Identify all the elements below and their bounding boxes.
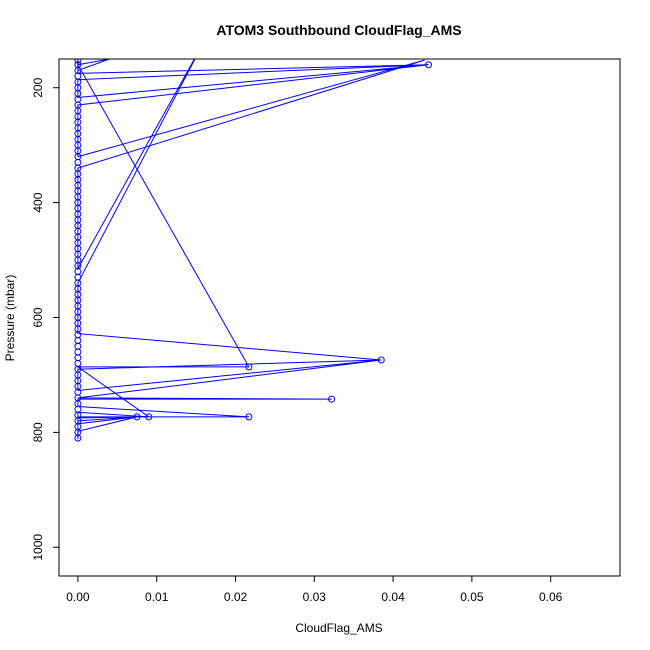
data-point	[328, 395, 336, 403]
y-axis-label: Pressure (mbar)	[3, 275, 17, 362]
y-tick-label: 1000	[31, 534, 45, 561]
data-point	[74, 434, 82, 442]
data-point	[245, 413, 253, 421]
data-point	[377, 356, 385, 364]
data-point	[145, 413, 153, 421]
x-axis: 0.00 0.01 0.02 0.03 0.04 0.05 0.06	[66, 575, 563, 604]
x-axis-label: CloudFlag_AMS	[295, 621, 382, 635]
data-point	[133, 413, 141, 421]
x-tick-label: 0.04	[381, 590, 405, 604]
y-tick-label: 200	[31, 77, 45, 97]
x-tick-label: 0.02	[224, 590, 248, 604]
y-tick-label: 800	[31, 422, 45, 442]
plot-area	[74, 59, 433, 442]
series-line	[77, 59, 429, 439]
data-point	[245, 363, 253, 371]
x-tick-label: 0.01	[145, 590, 169, 604]
y-tick-label: 600	[31, 307, 45, 327]
y-tick-label: 400	[31, 192, 45, 212]
data-point	[74, 59, 82, 64]
x-tick-label: 0.05	[460, 590, 484, 604]
data-point	[425, 61, 433, 69]
x-tick-label: 0.06	[539, 590, 563, 604]
plot-box	[58, 58, 621, 577]
x-tick-label: 0.00	[66, 590, 90, 604]
x-tick-label: 0.03	[303, 590, 327, 604]
chart-title: ATOM3 Southbound CloudFlag_AMS	[216, 22, 461, 38]
